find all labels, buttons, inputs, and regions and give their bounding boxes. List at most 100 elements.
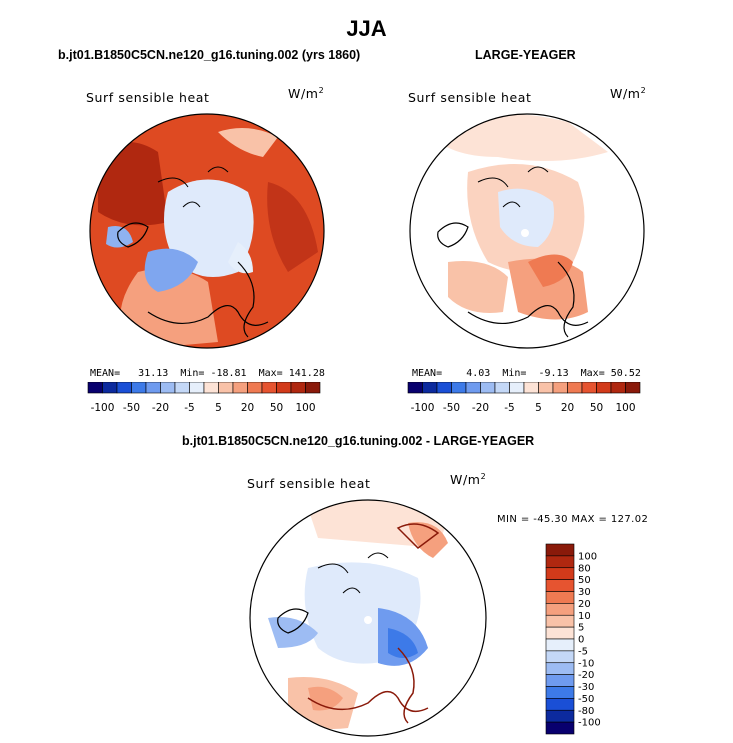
colorbar-tick-label: -100 — [578, 718, 601, 729]
panel-3-minmax: MIN = -45.30 MAX = 127.02 — [497, 514, 649, 525]
colorbar-swatch — [581, 382, 597, 394]
colorbar-swatch — [160, 382, 176, 394]
colorbar-swatch — [625, 382, 641, 394]
panel-1-map-boundary — [89, 113, 325, 349]
colorbar-tick-label: 50 — [270, 402, 283, 414]
colorbar-swatch — [494, 382, 510, 394]
colorbar-swatch — [305, 382, 321, 394]
colorbar-swatch — [545, 614, 575, 628]
colorbar-swatch — [545, 555, 575, 569]
panel-2-colorbar: -100 -50 -20 -5 5 20 50 100 — [407, 382, 641, 414]
colorbar-swatch — [610, 382, 626, 394]
panel-2-variable-label: Surf sensible heat — [408, 90, 532, 105]
colorbar-tick-label: 10 — [578, 611, 591, 622]
colorbar-swatch — [545, 698, 575, 711]
colorbar-swatch — [545, 579, 575, 592]
colorbar-tick-label: 5 — [578, 623, 584, 634]
colorbar-swatch — [436, 382, 452, 394]
colorbar-swatch — [480, 382, 496, 394]
colorbar-tick-label: 80 — [578, 563, 591, 574]
colorbar-tick-label: 50 — [590, 402, 603, 414]
colorbar-swatch — [145, 382, 161, 394]
colorbar-tick-label: 20 — [578, 599, 591, 610]
colorbar-swatch — [87, 382, 103, 394]
colorbar-swatch — [509, 382, 525, 394]
colorbar-swatch — [116, 382, 132, 394]
panel-3-subtitle: b.jt01.B1850C5CN.ne120_g16.tuning.002 - … — [182, 434, 535, 448]
colorbar-tick-label: 100 — [578, 551, 597, 562]
colorbar-tick-label: -100 — [411, 402, 435, 414]
panel-3-map-boundary — [249, 499, 487, 737]
colorbar-tick-label: -80 — [578, 706, 594, 717]
colorbar-tick-label: -20 — [472, 402, 489, 414]
colorbar-swatch — [290, 382, 306, 394]
colorbar-swatch — [545, 721, 575, 735]
colorbar-tick-label: -5 — [578, 646, 588, 657]
colorbar-tick-label: -50 — [443, 402, 460, 414]
panel-2-map-boundary — [409, 113, 645, 349]
colorbar-tick-label: 50 — [578, 575, 591, 586]
colorbar-swatch — [552, 382, 568, 394]
colorbar-swatch — [131, 382, 147, 394]
colorbar-swatch — [407, 382, 423, 394]
colorbar-swatch — [218, 382, 234, 394]
colorbar-swatch — [545, 709, 575, 723]
colorbar-tick-label: -100 — [91, 402, 115, 414]
panel-3-units: W/m2 — [450, 472, 487, 488]
colorbar-swatch — [451, 382, 467, 394]
colorbar-tick-label: -5 — [504, 402, 514, 414]
colorbar-tick-label: -20 — [578, 670, 594, 681]
panel-1-colorbar: -100 -50 -20 -5 5 20 50 100 — [87, 382, 321, 414]
colorbar-tick-label: 20 — [241, 402, 254, 414]
colorbar-tick-label: 5 — [535, 402, 542, 414]
colorbar-swatch — [545, 591, 575, 604]
colorbar-swatch — [189, 382, 205, 394]
page-title: JJA — [346, 16, 387, 41]
colorbar-swatch — [545, 603, 575, 616]
colorbar-swatch — [465, 382, 481, 394]
colorbar-swatch — [545, 543, 575, 557]
panel-1-units: W/m2 — [288, 86, 325, 102]
colorbar-tick-label: -10 — [578, 658, 594, 669]
panel-1-stats: MEAN= 31.13 Min= -18.81 Max= 141.28 — [90, 368, 325, 379]
colorbar-tick-label: 0 — [578, 635, 584, 646]
colorbar-tick-label: -5 — [184, 402, 194, 414]
panel-2-subtitle: LARGE-YEAGER — [475, 48, 576, 62]
colorbar-swatch — [545, 686, 575, 699]
colorbar-swatch — [538, 382, 554, 394]
panel-2-polar-map — [409, 113, 645, 349]
colorbar-swatch — [247, 382, 263, 394]
colorbar-swatch — [545, 650, 575, 664]
colorbar-swatch — [545, 638, 575, 652]
colorbar-tick-label: 5 — [215, 402, 222, 414]
panel-2-units: W/m2 — [610, 86, 647, 102]
colorbar-swatch — [102, 382, 118, 394]
panel-1-subtitle: b.jt01.B1850C5CN.ne120_g16.tuning.002 (y… — [58, 48, 361, 62]
panel-1-variable-label: Surf sensible heat — [86, 90, 210, 105]
panel-2-stats: MEAN= 4.03 Min= -9.13 Max= 50.52 — [412, 368, 641, 379]
panel-3-polar-map — [249, 499, 487, 737]
colorbar-swatch — [422, 382, 438, 394]
colorbar-swatch — [545, 567, 575, 580]
colorbar-swatch — [523, 382, 539, 394]
colorbar-tick-label: -50 — [123, 402, 140, 414]
panel-2-arctic-ocean — [498, 188, 554, 247]
colorbar-tick-label: -30 — [578, 682, 594, 693]
colorbar-tick-label: 100 — [295, 402, 315, 414]
colorbar-swatch — [545, 626, 575, 640]
colorbar-tick-label: -20 — [152, 402, 169, 414]
colorbar-swatch — [567, 382, 583, 394]
panel-1-polar-map — [89, 113, 325, 349]
colorbar-swatch — [203, 382, 219, 394]
colorbar-tick-label: -50 — [578, 694, 594, 705]
colorbar-swatch — [261, 382, 277, 394]
colorbar-swatch — [276, 382, 292, 394]
colorbar-swatch — [545, 662, 575, 675]
colorbar-tick-label: 20 — [561, 402, 574, 414]
colorbar-tick-label: 30 — [578, 587, 591, 598]
colorbar-swatch — [596, 382, 612, 394]
colorbar-swatch — [232, 382, 248, 394]
colorbar-tick-label: 100 — [615, 402, 635, 414]
colorbar-swatch — [174, 382, 190, 394]
